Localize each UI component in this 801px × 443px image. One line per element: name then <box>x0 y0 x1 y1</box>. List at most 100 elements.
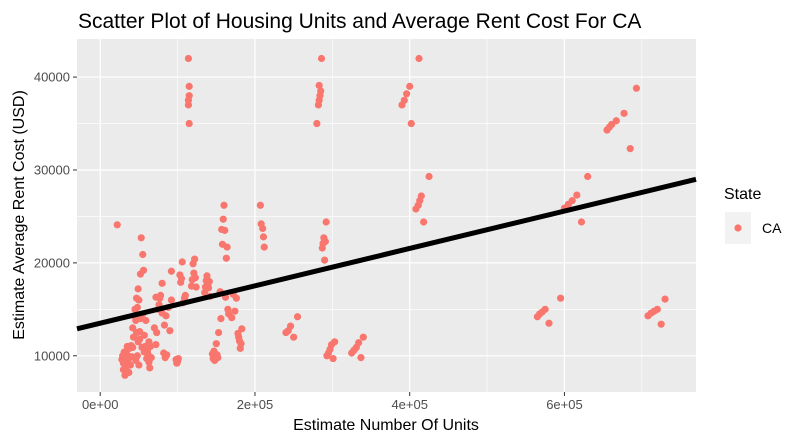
data-point <box>162 312 170 320</box>
data-point <box>577 218 586 226</box>
data-point <box>191 274 199 282</box>
data-point <box>203 272 211 280</box>
data-point <box>129 343 137 352</box>
data-point <box>573 191 581 199</box>
x-axis-ticks: 0e+00 2e+05 4e+05 6e+05 <box>82 392 583 412</box>
data-point <box>205 277 213 286</box>
data-point <box>158 279 166 287</box>
data-point <box>139 266 148 274</box>
x-tick-label: 4e+05 <box>391 397 428 412</box>
data-point <box>167 296 175 304</box>
data-point <box>133 352 141 360</box>
data-point <box>400 96 408 104</box>
data-point <box>223 243 231 251</box>
x-tick-label: 2e+05 <box>237 397 274 412</box>
data-point <box>219 215 227 223</box>
data-point <box>406 82 414 90</box>
data-point <box>142 316 150 325</box>
data-point <box>256 201 264 209</box>
data-point <box>420 218 428 226</box>
data-point <box>125 368 133 377</box>
trend-line <box>76 176 697 332</box>
data-point <box>415 54 423 63</box>
data-point <box>357 354 365 362</box>
data-point <box>407 119 415 128</box>
minor-gridlines <box>77 39 696 392</box>
data-point <box>556 294 565 302</box>
data-point <box>584 172 592 181</box>
data-point <box>355 339 363 347</box>
data-point <box>331 338 339 346</box>
data-point <box>322 218 330 226</box>
legend-label-ca: CA <box>762 220 782 236</box>
data-point <box>217 315 225 323</box>
data-point <box>174 354 182 363</box>
data-point <box>184 54 193 63</box>
data-point <box>160 321 169 329</box>
data-point <box>167 267 175 275</box>
data-point <box>178 258 186 266</box>
data-point <box>568 197 576 205</box>
data-point <box>214 354 222 362</box>
data-point <box>626 145 634 153</box>
data-point <box>221 226 229 234</box>
y-axis-label: Estimate Average Rent Cost (USD) <box>11 90 28 340</box>
data-point <box>260 243 268 251</box>
data-point <box>185 119 193 128</box>
data-point <box>259 233 268 241</box>
legend: State CA <box>724 186 782 244</box>
data-point <box>232 294 240 302</box>
data-point <box>228 314 236 322</box>
data-point <box>329 354 337 363</box>
data-point <box>238 325 246 333</box>
data-point <box>317 87 325 95</box>
data-point <box>286 322 295 330</box>
data-point <box>113 221 121 229</box>
data-point <box>139 250 147 259</box>
data-point <box>126 361 134 369</box>
y-axis-ticks: 10000 20000 30000 40000 <box>34 70 77 363</box>
data-point <box>321 237 329 246</box>
y-tick-label: 10000 <box>34 348 70 363</box>
y-tick-label: 30000 <box>34 162 70 177</box>
data-point <box>166 327 174 335</box>
data-point <box>359 333 367 341</box>
y-tick-label: 40000 <box>34 70 70 85</box>
data-point <box>231 307 239 315</box>
data-point <box>545 319 553 327</box>
data-point <box>425 172 433 181</box>
data-point <box>237 340 245 348</box>
data-point <box>315 81 323 90</box>
data-point <box>133 303 141 312</box>
data-point <box>137 234 145 242</box>
data-point <box>146 364 154 372</box>
data-point <box>657 320 665 328</box>
data-point <box>214 328 223 337</box>
data-point <box>541 305 549 313</box>
data-point <box>222 254 230 262</box>
x-tick-label: 6e+05 <box>546 397 583 412</box>
data-point <box>661 295 669 303</box>
data-point <box>212 340 220 348</box>
x-tick-label: 0e+00 <box>82 397 119 412</box>
data-point <box>181 291 189 299</box>
data-point <box>146 342 155 351</box>
x-axis-label: Estimate Number Of Units <box>293 417 479 434</box>
data-point <box>147 354 155 362</box>
data-point <box>259 224 267 233</box>
data-point <box>156 291 165 299</box>
data-point <box>184 101 193 109</box>
data-point <box>321 256 329 264</box>
chart-title: Scatter Plot of Housing Units and Averag… <box>78 10 641 33</box>
y-tick-label: 20000 <box>34 255 70 270</box>
data-point <box>417 192 425 200</box>
data-point <box>293 313 302 321</box>
data-point <box>317 54 326 63</box>
data-point <box>153 328 161 337</box>
data-point <box>135 361 143 369</box>
data-point <box>632 84 641 92</box>
plot-panel <box>77 39 696 392</box>
data-point <box>135 296 143 304</box>
data-point <box>290 333 298 341</box>
